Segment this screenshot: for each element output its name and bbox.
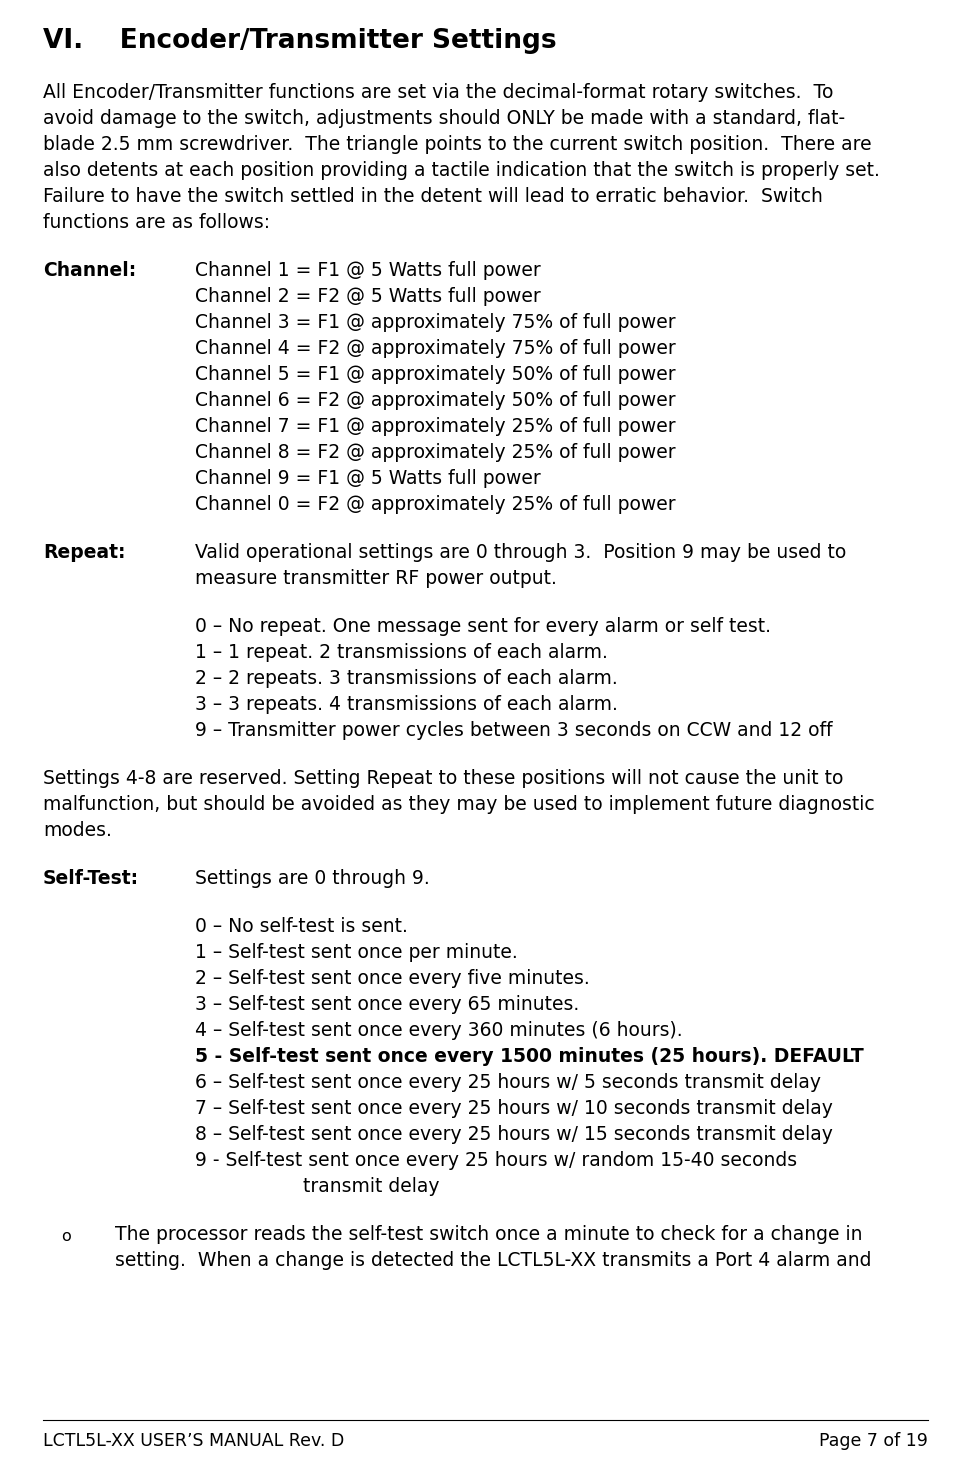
Text: 5 - Self-test sent once every 1500 minutes (25 hours). DEFAULT: 5 - Self-test sent once every 1500 minut… <box>195 1048 864 1066</box>
Text: Self-Test:: Self-Test: <box>43 870 139 887</box>
Text: Page 7 of 19: Page 7 of 19 <box>820 1432 928 1450</box>
Text: 0 – No repeat. One message sent for every alarm or self test.: 0 – No repeat. One message sent for ever… <box>195 617 771 637</box>
Text: 9 – Transmitter power cycles between 3 seconds on CCW and 12 off: 9 – Transmitter power cycles between 3 s… <box>195 721 832 741</box>
Text: Channel 0 = F2 @ approximately 25% of full power: Channel 0 = F2 @ approximately 25% of fu… <box>195 496 676 513</box>
Text: blade 2.5 mm screwdriver.  The triangle points to the current switch position.  : blade 2.5 mm screwdriver. The triangle p… <box>43 135 872 154</box>
Text: Channel 4 = F2 @ approximately 75% of full power: Channel 4 = F2 @ approximately 75% of fu… <box>195 338 676 358</box>
Text: The processor reads the self-test switch once a minute to check for a change in: The processor reads the self-test switch… <box>115 1224 862 1244</box>
Text: Channel 2 = F2 @ 5 Watts full power: Channel 2 = F2 @ 5 Watts full power <box>195 286 541 306</box>
Text: Repeat:: Repeat: <box>43 543 125 562</box>
Text: 2 – 2 repeats. 3 transmissions of each alarm.: 2 – 2 repeats. 3 transmissions of each a… <box>195 669 618 689</box>
Text: 3 – 3 repeats. 4 transmissions of each alarm.: 3 – 3 repeats. 4 transmissions of each a… <box>195 695 618 714</box>
Text: Settings 4-8 are reserved. Setting Repeat to these positions will not cause the : Settings 4-8 are reserved. Setting Repea… <box>43 769 844 788</box>
Text: setting.  When a change is detected the LCTL5L-XX transmits a Port 4 alarm and: setting. When a change is detected the L… <box>115 1251 872 1270</box>
Text: Channel 9 = F1 @ 5 Watts full power: Channel 9 = F1 @ 5 Watts full power <box>195 469 541 488</box>
Text: 2 – Self-test sent once every five minutes.: 2 – Self-test sent once every five minut… <box>195 969 589 988</box>
Text: 6 – Self-test sent once every 25 hours w/ 5 seconds transmit delay: 6 – Self-test sent once every 25 hours w… <box>195 1073 821 1092</box>
Text: Channel:: Channel: <box>43 261 136 280</box>
Text: functions are as follows:: functions are as follows: <box>43 214 270 232</box>
Text: o: o <box>61 1229 71 1244</box>
Text: Channel 5 = F1 @ approximately 50% of full power: Channel 5 = F1 @ approximately 50% of fu… <box>195 365 676 384</box>
Text: measure transmitter RF power output.: measure transmitter RF power output. <box>195 568 557 588</box>
Text: transmit delay: transmit delay <box>255 1177 440 1196</box>
Text: Channel 7 = F1 @ approximately 25% of full power: Channel 7 = F1 @ approximately 25% of fu… <box>195 417 676 436</box>
Text: LCTL5L-XX USER’S MANUAL Rev. D: LCTL5L-XX USER’S MANUAL Rev. D <box>43 1432 345 1450</box>
Text: 4 – Self-test sent once every 360 minutes (6 hours).: 4 – Self-test sent once every 360 minute… <box>195 1021 683 1040</box>
Text: 8 – Self-test sent once every 25 hours w/ 15 seconds transmit delay: 8 – Self-test sent once every 25 hours w… <box>195 1125 833 1144</box>
Text: 0 – No self-test is sent.: 0 – No self-test is sent. <box>195 917 408 936</box>
Text: 7 – Self-test sent once every 25 hours w/ 10 seconds transmit delay: 7 – Self-test sent once every 25 hours w… <box>195 1100 833 1117</box>
Text: Valid operational settings are 0 through 3.  Position 9 may be used to: Valid operational settings are 0 through… <box>195 543 847 562</box>
Text: malfunction, but should be avoided as they may be used to implement future diagn: malfunction, but should be avoided as th… <box>43 795 875 815</box>
Text: 9 - Self-test sent once every 25 hours w/ random 15-40 seconds: 9 - Self-test sent once every 25 hours w… <box>195 1152 797 1169</box>
Text: 1 – Self-test sent once per minute.: 1 – Self-test sent once per minute. <box>195 942 518 962</box>
Text: Channel 1 = F1 @ 5 Watts full power: Channel 1 = F1 @ 5 Watts full power <box>195 261 541 280</box>
Text: All Encoder/Transmitter functions are set via the decimal-format rotary switches: All Encoder/Transmitter functions are se… <box>43 83 833 102</box>
Text: 3 – Self-test sent once every 65 minutes.: 3 – Self-test sent once every 65 minutes… <box>195 994 580 1014</box>
Text: modes.: modes. <box>43 821 112 840</box>
Text: 1 – 1 repeat. 2 transmissions of each alarm.: 1 – 1 repeat. 2 transmissions of each al… <box>195 643 608 662</box>
Text: Channel 6 = F2 @ approximately 50% of full power: Channel 6 = F2 @ approximately 50% of fu… <box>195 390 676 410</box>
Text: also detents at each position providing a tactile indication that the switch is : also detents at each position providing … <box>43 160 880 180</box>
Text: VI.    Encoder/Transmitter Settings: VI. Encoder/Transmitter Settings <box>43 28 556 53</box>
Text: Settings are 0 through 9.: Settings are 0 through 9. <box>195 870 430 887</box>
Text: Channel 8 = F2 @ approximately 25% of full power: Channel 8 = F2 @ approximately 25% of fu… <box>195 444 676 462</box>
Text: Channel 3 = F1 @ approximately 75% of full power: Channel 3 = F1 @ approximately 75% of fu… <box>195 313 676 332</box>
Text: avoid damage to the switch, adjustments should ONLY be made with a standard, fla: avoid damage to the switch, adjustments … <box>43 108 845 128</box>
Text: Failure to have the switch settled in the detent will lead to erratic behavior. : Failure to have the switch settled in th… <box>43 187 822 206</box>
